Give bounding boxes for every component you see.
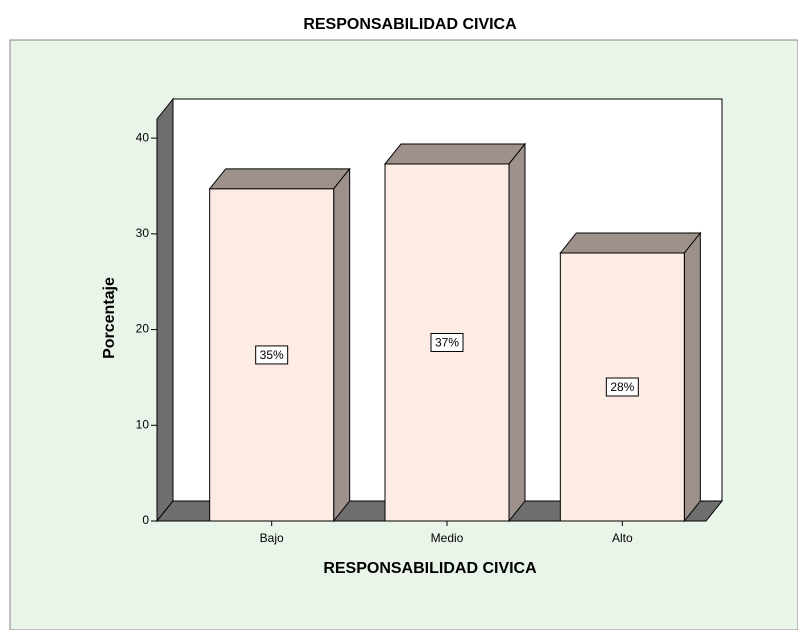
x-tick-label: Alto (612, 531, 633, 545)
bar-side (683, 231, 701, 523)
y-tick-label: 20 (136, 322, 150, 336)
y-tick-label: 10 (136, 417, 150, 431)
bar-top (208, 168, 351, 190)
y-axis-label: Porcentaje (101, 277, 118, 359)
bar-top (383, 143, 527, 165)
bar-side (508, 142, 526, 523)
y-tick-label: 30 (136, 226, 150, 240)
value-label: 37% (435, 336, 459, 350)
x-axis-label: RESPONSABILIDAD CIVICA (323, 560, 537, 577)
chart-title: RESPONSABILIDAD CIVICA (303, 16, 517, 33)
value-label: 28% (610, 380, 634, 394)
bar-top (559, 232, 702, 254)
bar-side (333, 167, 351, 523)
y-tick-label: 40 (136, 130, 150, 144)
side-wall (156, 97, 174, 523)
value-label-box (605, 377, 639, 397)
x-tick-label: Bajo (260, 531, 284, 545)
y-tick-label: 0 (142, 513, 149, 527)
x-tick-label: Medio (431, 531, 464, 545)
value-label-box (255, 345, 289, 365)
value-label: 35% (260, 348, 284, 362)
value-label-box (430, 332, 464, 352)
